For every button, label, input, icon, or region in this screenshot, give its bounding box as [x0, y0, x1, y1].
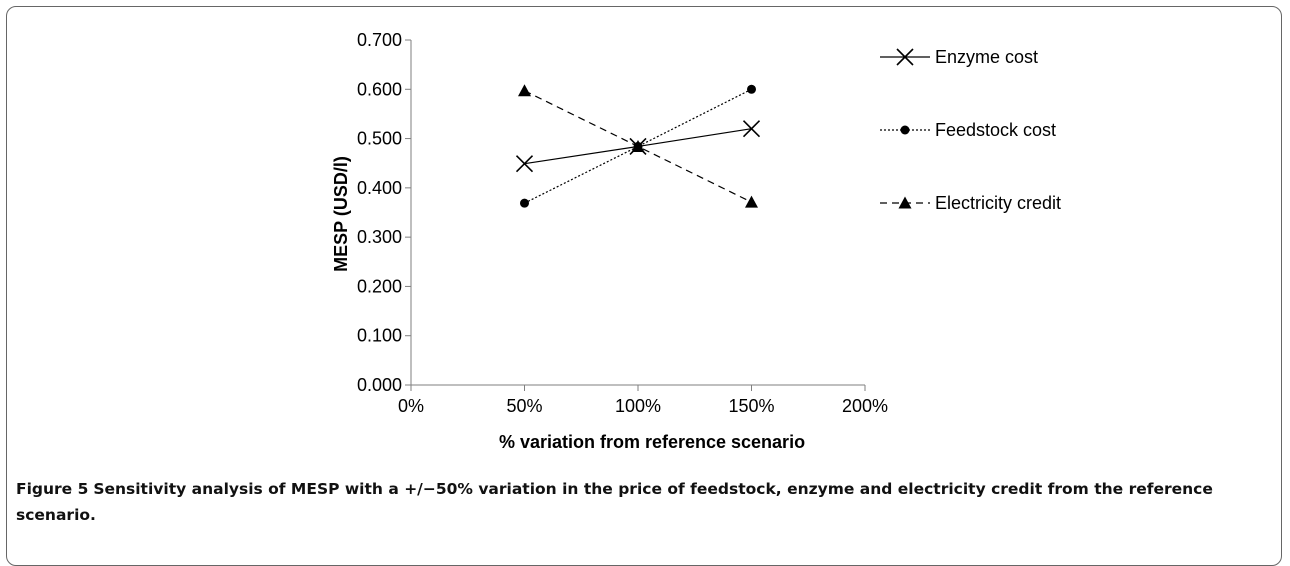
enzyme-cost-point — [742, 120, 761, 138]
legend: Enzyme cost Feedstock cost Electricity cre… — [880, 47, 1061, 213]
y-tick-label: 0.500 — [357, 129, 402, 149]
legend-marker-feedstock-cost — [900, 125, 910, 135]
caption-text: Sensitivity analysis of MESP with a +/−5… — [16, 480, 1213, 524]
electricity-credit-point — [745, 195, 758, 208]
x-tick-label: 100% — [615, 396, 661, 416]
x-marker-stroke — [515, 155, 534, 173]
electricity-credit-point — [518, 84, 531, 97]
feedstock-cost-point — [747, 84, 756, 94]
y-axis-title: MESP (USD/l) — [331, 156, 351, 272]
caption-label: Figure 5 — [16, 480, 89, 498]
y-tick-label: 0.100 — [357, 326, 402, 346]
y-tick-label: 0.400 — [357, 178, 402, 198]
legend-label-electricity-credit: Electricity credit — [935, 193, 1061, 213]
x-tick-label: 150% — [728, 396, 774, 416]
legend-label-enzyme-cost: Enzyme cost — [935, 47, 1038, 67]
axes: 0.000 0.100 0.200 0.300 0.400 0.500 0.600 0.700… — [357, 30, 888, 416]
mesp-sensitivity-chart: 0.000 0.100 0.200 0.300 0.400 0.500 0.600 0.700… — [331, 30, 1061, 452]
legend-marker-enzyme-cost — [896, 48, 914, 66]
y-tick-label: 0.000 — [357, 375, 402, 395]
electricity-credit-point — [631, 139, 645, 152]
x-axis-title: % variation from reference scenario — [499, 432, 805, 452]
x-tick-label: 0% — [398, 396, 424, 416]
enzyme-cost-point — [515, 155, 534, 173]
x-marker-stroke — [742, 120, 761, 138]
y-tick-label: 0.300 — [357, 227, 402, 247]
legend-marker-electricity-credit — [898, 196, 912, 209]
x-marker-stroke — [896, 48, 914, 66]
series-lines — [515, 84, 761, 208]
x-tick-label: 200% — [842, 396, 888, 416]
figure-caption: Figure 5 Sensitivity analysis of MESP wi… — [16, 476, 1246, 528]
y-tick-label: 0.200 — [357, 276, 402, 296]
x-tick-label: 50% — [506, 396, 542, 416]
legend-label-feedstock-cost: Feedstock cost — [935, 120, 1056, 140]
feedstock-cost-point — [520, 198, 529, 208]
y-tick-label: 0.600 — [357, 79, 402, 99]
y-tick-label: 0.700 — [357, 30, 402, 50]
